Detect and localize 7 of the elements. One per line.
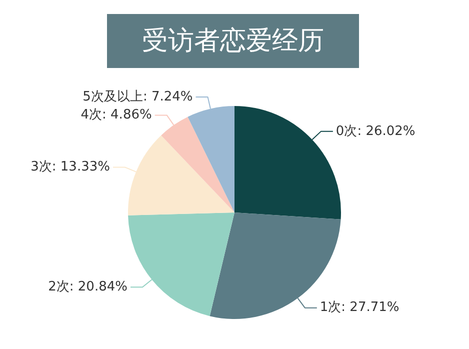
- slice-label: 1次: 27.71%: [320, 300, 400, 316]
- slice-label: 0次: 26.02%: [336, 124, 416, 139]
- slice-label: 4次: 4.86%: [80, 108, 152, 123]
- slice-label: 2次: 20.84%: [48, 280, 128, 295]
- slice-label: 5次及以上: 7.24%: [82, 89, 193, 104]
- chart-title: 受访者恋爱经历: [107, 14, 359, 68]
- slice-label: 3次: 13.33%: [30, 160, 110, 175]
